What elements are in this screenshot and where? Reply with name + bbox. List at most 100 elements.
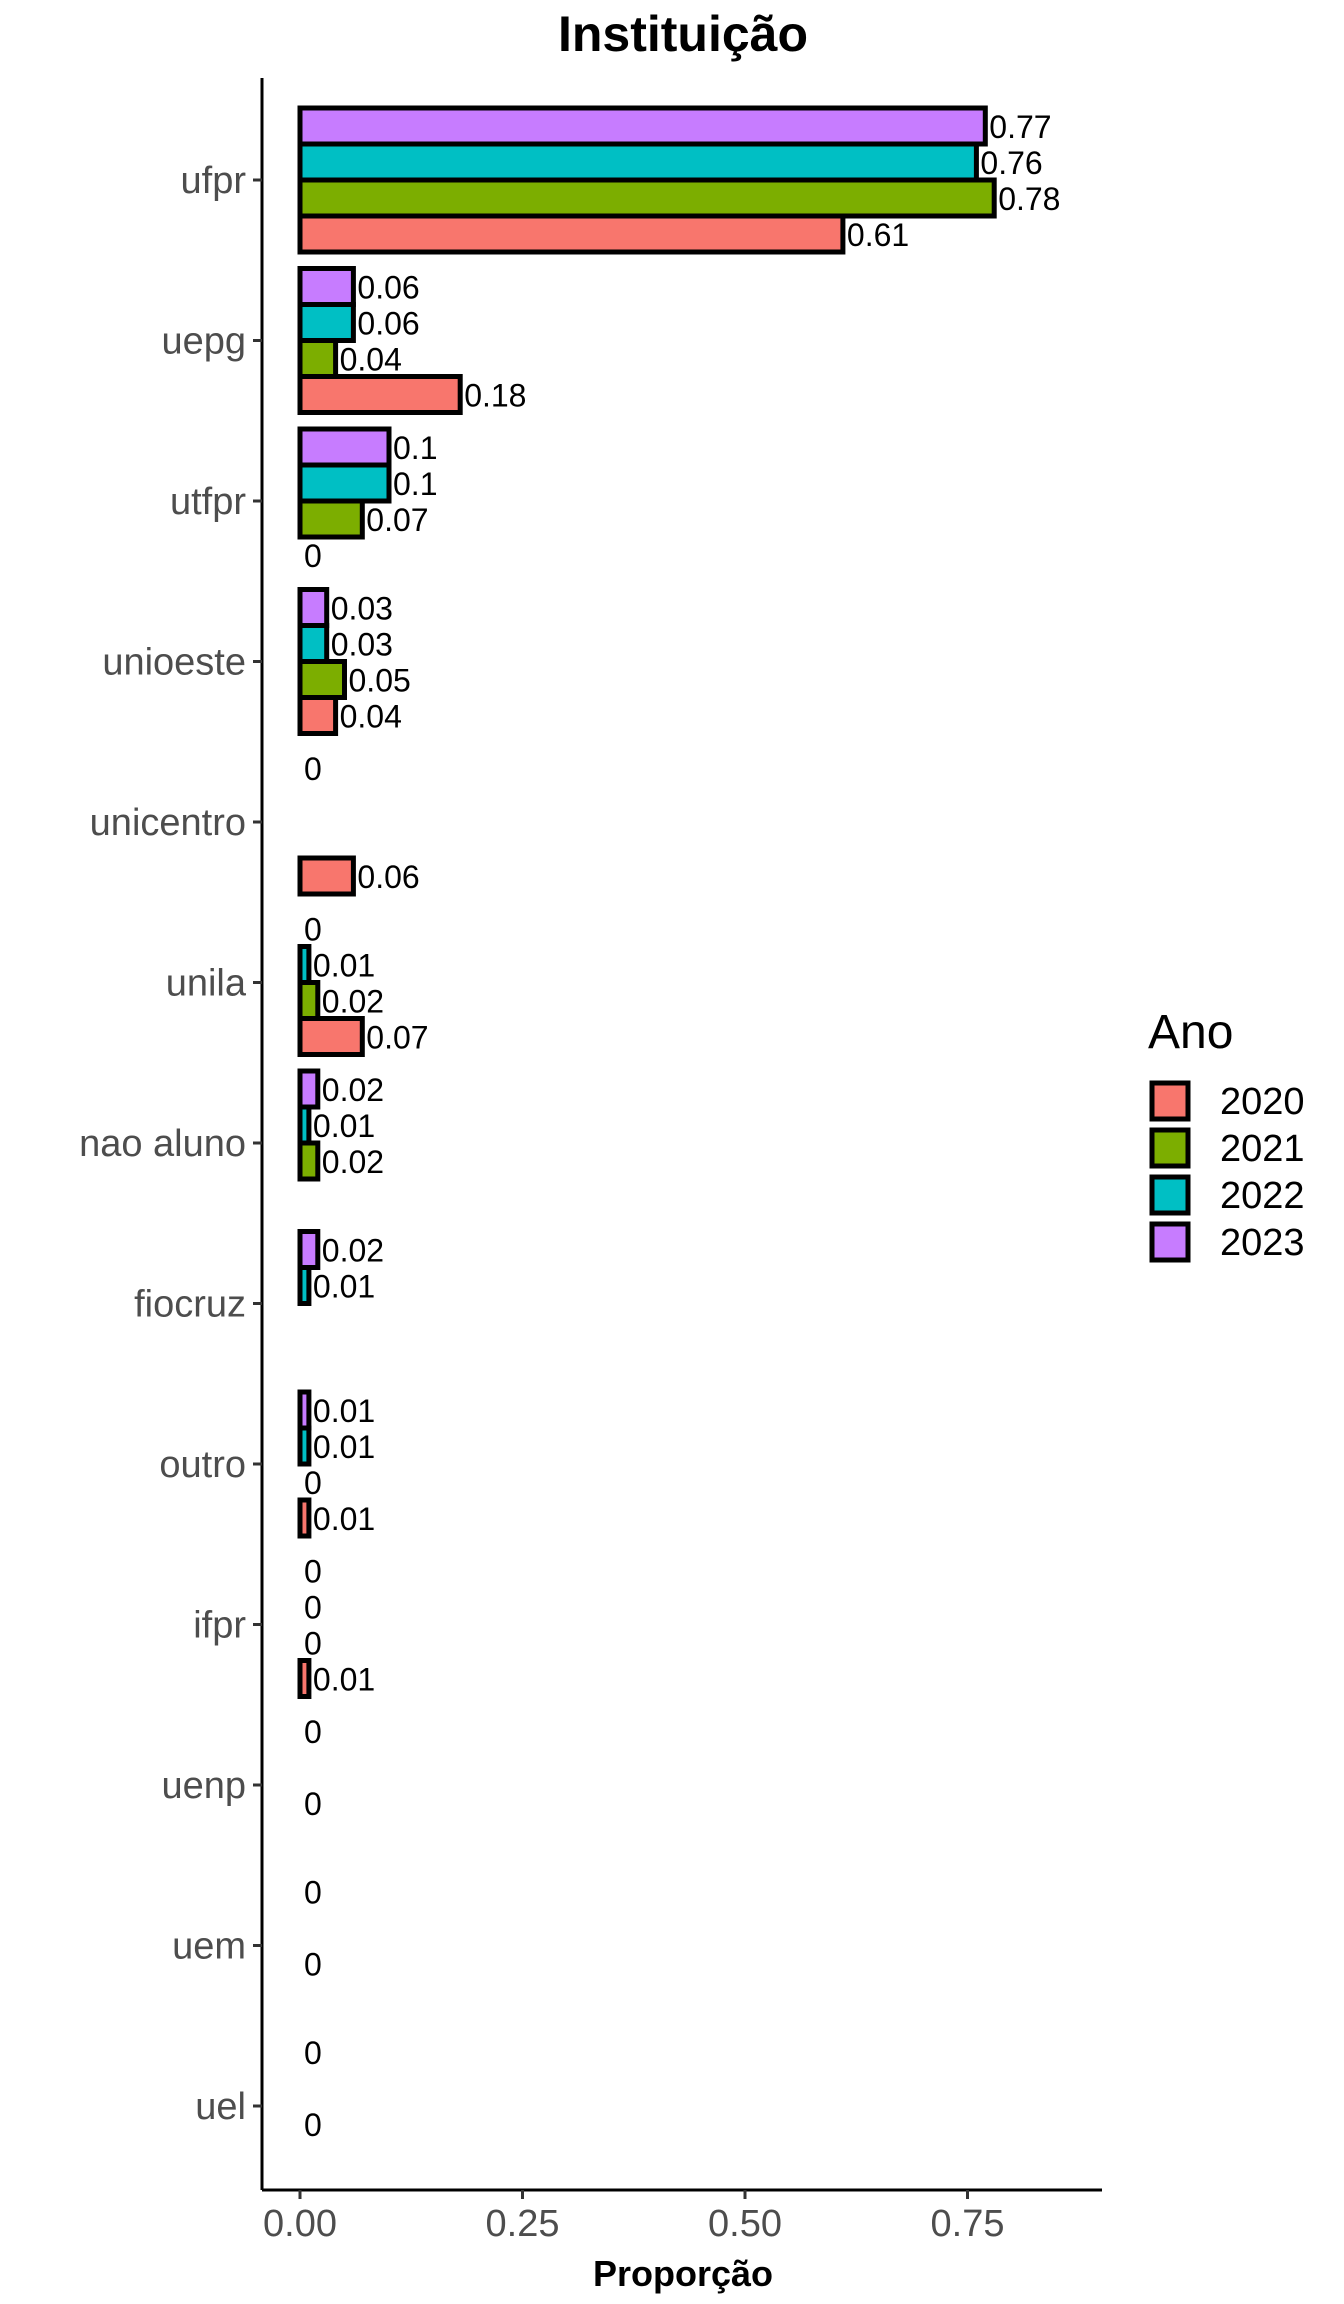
data-label: 0.03 bbox=[331, 591, 393, 627]
data-label: 0.61 bbox=[847, 217, 909, 253]
bar-uepg-2021 bbox=[297, 338, 339, 379]
data-label: 0.76 bbox=[980, 145, 1042, 181]
data-labels-layer: 0.610.780.760.770.180.040.060.0600.070.1… bbox=[304, 109, 1060, 2143]
data-label: 0 bbox=[304, 538, 322, 574]
y-tick-label: fiocruz bbox=[134, 1284, 246, 1326]
legend: Ano 2020 2021 2022 2023 bbox=[1148, 1006, 1305, 1264]
data-label: 0.07 bbox=[366, 502, 428, 538]
data-label: 0 bbox=[304, 751, 322, 787]
data-label: 0.05 bbox=[349, 663, 411, 699]
data-label: 0.77 bbox=[989, 109, 1051, 145]
data-label: 0.02 bbox=[322, 1233, 384, 1269]
bar-nao-aluno-2022 bbox=[297, 1104, 312, 1146]
bar-fiocruz-2023 bbox=[297, 1229, 321, 1270]
bar-nao-aluno-2021 bbox=[297, 1140, 321, 1182]
data-label: 0.1 bbox=[393, 466, 437, 502]
bar-utfpr-2022 bbox=[297, 462, 392, 504]
data-label: 0 bbox=[304, 1554, 322, 1590]
data-label: 0.02 bbox=[322, 1072, 384, 1108]
data-label: 0.04 bbox=[340, 342, 402, 378]
y-tick-label: nao aluno bbox=[79, 1123, 246, 1165]
data-label: 0.01 bbox=[313, 1269, 375, 1305]
legend-label-2023: 2023 bbox=[1220, 1222, 1305, 1264]
data-label: 0 bbox=[304, 2035, 322, 2071]
bar-ufpr-2021 bbox=[297, 177, 997, 219]
data-label: 0.06 bbox=[357, 859, 419, 895]
bar-unila-2021 bbox=[297, 980, 321, 1021]
data-label: 0 bbox=[304, 1590, 322, 1626]
legend-label-2021: 2021 bbox=[1220, 1128, 1305, 1170]
data-label: 0.01 bbox=[313, 1662, 375, 1698]
bar-unioeste-2022 bbox=[297, 623, 330, 664]
bar-ifpr-2020 bbox=[297, 1658, 312, 1699]
legend-label-2022: 2022 bbox=[1220, 1175, 1305, 1217]
axes-layer bbox=[260, 78, 1102, 2192]
bar-ufpr-2023 bbox=[297, 105, 988, 147]
bar-utfpr-2023 bbox=[297, 426, 392, 468]
chart-title: Instituição bbox=[558, 6, 808, 62]
bar-unila-2020 bbox=[297, 1016, 365, 1057]
data-label: 0.01 bbox=[313, 1108, 375, 1144]
legend-title: Ano bbox=[1148, 1006, 1233, 1059]
x-tick-label: 0.25 bbox=[486, 2203, 560, 2245]
legend-key-2023 bbox=[1149, 1221, 1191, 1263]
data-label: 0 bbox=[304, 1786, 322, 1822]
x-tick-label: 0.50 bbox=[708, 2203, 782, 2245]
bar-outro-2020 bbox=[297, 1497, 312, 1539]
x-tick-label: 0.00 bbox=[263, 2203, 337, 2245]
bar-unioeste-2023 bbox=[297, 587, 330, 628]
data-label: 0.02 bbox=[322, 1144, 384, 1180]
legend-key-2022 bbox=[1149, 1174, 1191, 1216]
data-label: 0 bbox=[304, 1947, 322, 1983]
bar-uepg-2020 bbox=[297, 374, 463, 415]
data-label: 0.78 bbox=[998, 181, 1060, 217]
legend-key-2020 bbox=[1149, 1080, 1191, 1122]
y-tick-label: uepg bbox=[161, 321, 246, 363]
bar-outro-2022 bbox=[297, 1425, 312, 1467]
data-label: 0.01 bbox=[313, 948, 375, 984]
y-tick-label: unioeste bbox=[102, 642, 246, 684]
data-label: 0.02 bbox=[322, 984, 384, 1020]
data-label: 0.1 bbox=[393, 430, 437, 466]
y-tick-label: unila bbox=[166, 963, 247, 1005]
data-label: 0 bbox=[304, 1465, 322, 1501]
data-label: 0.06 bbox=[357, 270, 419, 306]
data-label: 0 bbox=[304, 1875, 322, 1911]
y-tick-label: uenp bbox=[161, 1765, 246, 1807]
data-label: 0 bbox=[304, 2107, 322, 2143]
bar-unicentro-2020 bbox=[297, 855, 356, 897]
bar-unioeste-2021 bbox=[297, 659, 347, 700]
data-label: 0.01 bbox=[313, 1501, 375, 1537]
bar-unioeste-2020 bbox=[297, 695, 339, 736]
data-label: 0.01 bbox=[313, 1429, 375, 1465]
bar-uepg-2023 bbox=[297, 266, 356, 307]
bar-outro-2023 bbox=[297, 1389, 312, 1431]
data-label: 0.06 bbox=[357, 306, 419, 342]
bar-fiocruz-2022 bbox=[297, 1265, 312, 1306]
y-tick-label: ifpr bbox=[193, 1605, 246, 1647]
bar-unila-2022 bbox=[297, 944, 312, 985]
x-axis-label: Proporção bbox=[593, 2253, 773, 2294]
data-label: 0 bbox=[304, 1714, 322, 1750]
legend-key-2021 bbox=[1149, 1127, 1191, 1169]
bar-ufpr-2022 bbox=[297, 141, 979, 183]
x-tick-label: 0.75 bbox=[931, 2203, 1005, 2245]
y-ticks-layer: ufpr uepg utfpr unioeste unicentro unila nao a… bbox=[79, 160, 262, 2128]
bar-ufpr-2020 bbox=[297, 213, 846, 255]
bar-nao-aluno-2023 bbox=[297, 1068, 321, 1110]
data-label: 0.07 bbox=[366, 1020, 428, 1056]
y-tick-label: uem bbox=[172, 1926, 246, 1968]
bars-layer bbox=[297, 105, 997, 1699]
y-tick-label: utfpr bbox=[170, 481, 246, 523]
data-label: 0.03 bbox=[331, 627, 393, 663]
data-label: 0 bbox=[304, 912, 322, 948]
data-label: 0.01 bbox=[313, 1393, 375, 1429]
x-ticks-layer: 0.00 0.25 0.50 0.75 bbox=[263, 2190, 1004, 2245]
data-label: 0.18 bbox=[464, 378, 526, 414]
data-label: 0 bbox=[304, 1626, 322, 1662]
legend-label-2020: 2020 bbox=[1220, 1081, 1305, 1123]
y-tick-label: uel bbox=[195, 2086, 246, 2128]
bar-uepg-2022 bbox=[297, 302, 356, 343]
y-tick-label: ufpr bbox=[181, 160, 247, 202]
